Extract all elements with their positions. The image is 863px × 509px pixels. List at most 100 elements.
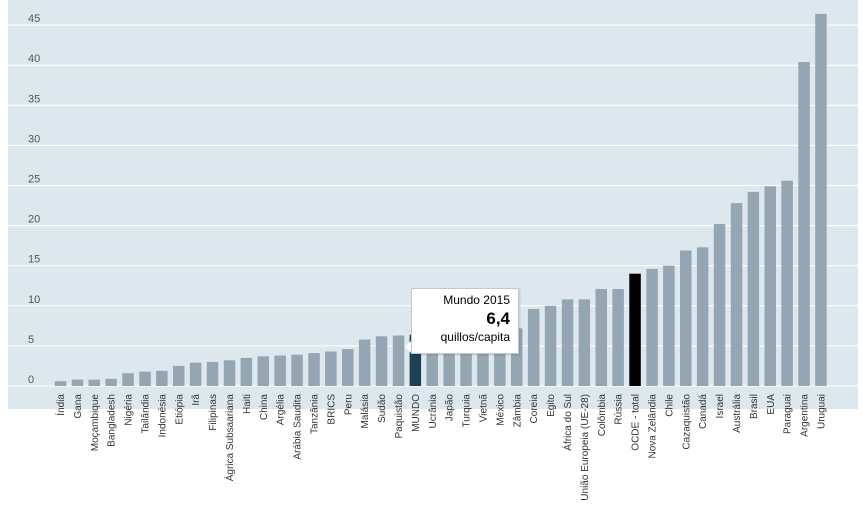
x-tick-label: EUA [766, 394, 777, 415]
x-tick-label: Etiópia [174, 394, 185, 425]
bar[interactable] [342, 349, 354, 386]
x-tick-label: China [259, 394, 270, 421]
x-tick-label: Paraguai [783, 394, 794, 434]
bar[interactable] [764, 186, 777, 386]
x-tick-label: OCDE - total [631, 394, 642, 451]
x-tick-label: Coreia [529, 394, 540, 424]
x-tick-label: Ucrânia [428, 394, 439, 429]
x-tick-label: Moçambique [90, 394, 101, 452]
x-tick-label: Nova Zelândia [648, 394, 659, 459]
bar[interactable] [595, 289, 608, 386]
x-tick-label: Nigéria [124, 394, 135, 426]
x-tick-label: Colômbia [597, 394, 608, 437]
bar[interactable] [257, 356, 270, 386]
bar[interactable] [663, 265, 675, 386]
bar[interactable] [578, 299, 591, 386]
y-tick-label: 35 [28, 93, 40, 105]
x-tick-label: México [495, 394, 506, 426]
bar[interactable] [375, 336, 388, 386]
x-tick-label: Filipinas [208, 394, 219, 431]
bar[interactable] [511, 328, 523, 386]
bar[interactable] [291, 354, 303, 386]
x-tick-label: África do Sul [561, 394, 574, 451]
bar[interactable] [612, 289, 624, 386]
bar[interactable] [71, 379, 84, 386]
x-tick-label: Brasil [749, 394, 760, 419]
bar[interactable] [88, 379, 101, 386]
bar[interactable] [527, 309, 540, 386]
x-tick-label: Uruguai [817, 394, 828, 429]
y-tick-label: 40 [28, 53, 40, 65]
bar[interactable] [308, 353, 320, 386]
bar[interactable] [409, 334, 422, 386]
bar[interactable] [325, 351, 337, 387]
x-tick-label: Haiti [242, 394, 253, 414]
bar[interactable] [206, 361, 219, 386]
bar[interactable] [274, 355, 286, 387]
y-tick-label: 20 [28, 214, 40, 226]
bar[interactable] [173, 365, 185, 386]
x-tick-label: Zâmbia [512, 394, 523, 428]
x-tick-label: Japão [445, 394, 456, 422]
bar[interactable] [747, 191, 760, 386]
bar[interactable] [713, 224, 726, 386]
x-tick-label: Tailândia [141, 394, 152, 434]
x-tick-label: Chile [664, 394, 675, 417]
y-tick-label: 30 [28, 133, 40, 145]
bar[interactable] [392, 335, 405, 387]
bar[interactable] [544, 305, 557, 386]
x-tick-label: MUNDO [411, 394, 422, 432]
x-axis: Índia Gana Moçambique Bangladesh Nigéria Tail… [54, 394, 828, 501]
bar[interactable] [798, 62, 810, 386]
x-tick-label: Paquistão [394, 394, 405, 439]
tooltip: Mundo 2015 6,4 quillos/capita [411, 288, 519, 354]
x-tick-label: Turquia [462, 394, 473, 428]
bar[interactable] [561, 299, 574, 386]
bar[interactable] [54, 381, 67, 386]
bar[interactable] [696, 247, 709, 386]
bar[interactable] [358, 339, 371, 387]
y-tick-label: 25 [28, 174, 40, 186]
x-tick-label: Vietnã [479, 394, 490, 423]
y-tick-label: 45 [28, 13, 40, 25]
tooltip-value: 6,4 [486, 309, 510, 328]
x-tick-label: Índia [54, 394, 67, 416]
x-tick-label: União Europeia (UE-28) [580, 394, 591, 501]
bar[interactable] [156, 370, 168, 386]
bar[interactable] [105, 378, 117, 386]
x-tick-label: Argentina [800, 394, 811, 437]
x-tick-label: Arábia Saudita [293, 394, 304, 460]
bar[interactable] [240, 357, 253, 386]
bar[interactable] [122, 373, 134, 386]
x-tick-label: Canadá [698, 394, 709, 429]
tooltip-title: Mundo 2015 [443, 293, 510, 307]
bar[interactable] [443, 333, 455, 386]
bar[interactable] [426, 333, 439, 386]
bar[interactable] [477, 330, 489, 386]
tooltip-pointer [405, 340, 412, 354]
y-tick-label: 5 [28, 334, 34, 346]
bar-series [54, 13, 827, 387]
x-tick-label: Cazaquistão [681, 394, 692, 450]
x-tick-label: Egito [546, 394, 557, 417]
bar[interactable] [730, 203, 743, 386]
y-tick-label: 0 [28, 374, 34, 386]
x-tick-label: Gana [73, 394, 84, 419]
x-tick-label: Bangladesh [107, 394, 118, 447]
bar[interactable] [494, 329, 506, 386]
bar[interactable] [629, 273, 641, 386]
bar[interactable] [460, 331, 472, 387]
bar[interactable] [189, 362, 202, 386]
bar[interactable] [223, 360, 236, 386]
x-tick-label: Argélia [276, 394, 287, 426]
x-tick-label: Rússia [614, 394, 625, 425]
bar[interactable] [781, 180, 793, 386]
y-tick-label: 10 [28, 294, 40, 306]
bar[interactable] [815, 13, 827, 387]
bar[interactable] [646, 268, 658, 386]
x-tick-label: Tanzânia [310, 394, 321, 434]
bar[interactable] [139, 371, 151, 386]
bar[interactable] [680, 250, 692, 387]
x-tick-label: Ágrica Subsaariana [223, 394, 236, 482]
